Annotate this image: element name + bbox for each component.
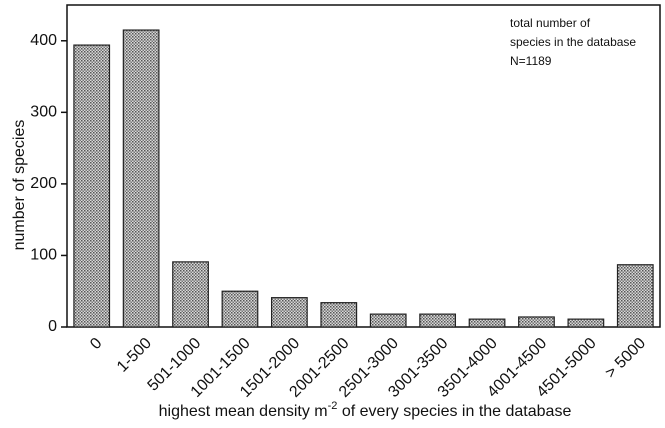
x-axis-label: highest mean density m-2 of every specie…	[159, 400, 572, 420]
plot-frame	[66, 4, 661, 328]
y-tick-label: 400	[30, 32, 57, 49]
bar	[419, 313, 457, 328]
x-label-part: highest mean density m	[159, 403, 328, 420]
bar	[468, 318, 506, 328]
annotation: N=1189	[510, 54, 552, 68]
bar	[369, 313, 407, 328]
y-tick-label: 100	[30, 247, 57, 264]
x-tick-label: 0	[87, 335, 105, 353]
bar	[616, 264, 654, 328]
bar	[73, 44, 111, 328]
y-tick-label: 200	[30, 175, 57, 192]
y-axis-label: number of species	[11, 120, 28, 251]
bar	[567, 318, 605, 328]
y-tick-label: 300	[30, 104, 57, 121]
bar	[172, 261, 209, 328]
bar	[320, 302, 358, 328]
bar	[270, 297, 308, 328]
x-tick-label: > 5000	[602, 335, 649, 382]
annotation: total number of	[510, 16, 591, 30]
bar	[518, 316, 555, 328]
x-label-superscript: -2	[328, 400, 338, 412]
x-label-part: of every species in the database	[337, 403, 571, 420]
annotation: species in the database	[510, 35, 636, 49]
x-tick-label: 1-500	[114, 335, 155, 376]
y-tick-label: 0	[48, 318, 57, 335]
bar	[122, 29, 160, 328]
bar	[221, 290, 259, 328]
